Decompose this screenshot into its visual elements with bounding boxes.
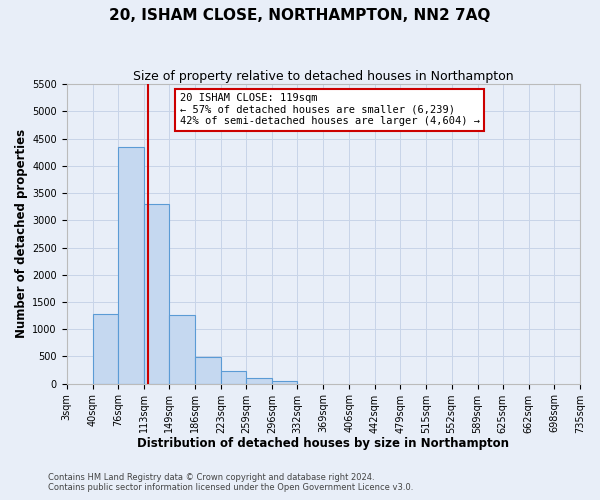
Text: Contains HM Land Registry data © Crown copyright and database right 2024.
Contai: Contains HM Land Registry data © Crown c… [48,473,413,492]
Text: 20, ISHAM CLOSE, NORTHAMPTON, NN2 7AQ: 20, ISHAM CLOSE, NORTHAMPTON, NN2 7AQ [109,8,491,22]
Bar [118,148,144,384]
Y-axis label: Number of detached properties: Number of detached properties [15,130,28,338]
Text: 20 ISHAM CLOSE: 119sqm
← 57% of detached houses are smaller (6,239)
42% of semi-: 20 ISHAM CLOSE: 119sqm ← 57% of detached… [179,93,479,126]
Bar [144,204,169,384]
Bar [221,371,246,384]
Bar [246,378,272,384]
Bar [272,380,298,384]
Bar [169,314,195,384]
Bar [92,314,118,384]
Title: Size of property relative to detached houses in Northampton: Size of property relative to detached ho… [133,70,514,83]
X-axis label: Distribution of detached houses by size in Northampton: Distribution of detached houses by size … [137,437,509,450]
Bar [195,358,221,384]
